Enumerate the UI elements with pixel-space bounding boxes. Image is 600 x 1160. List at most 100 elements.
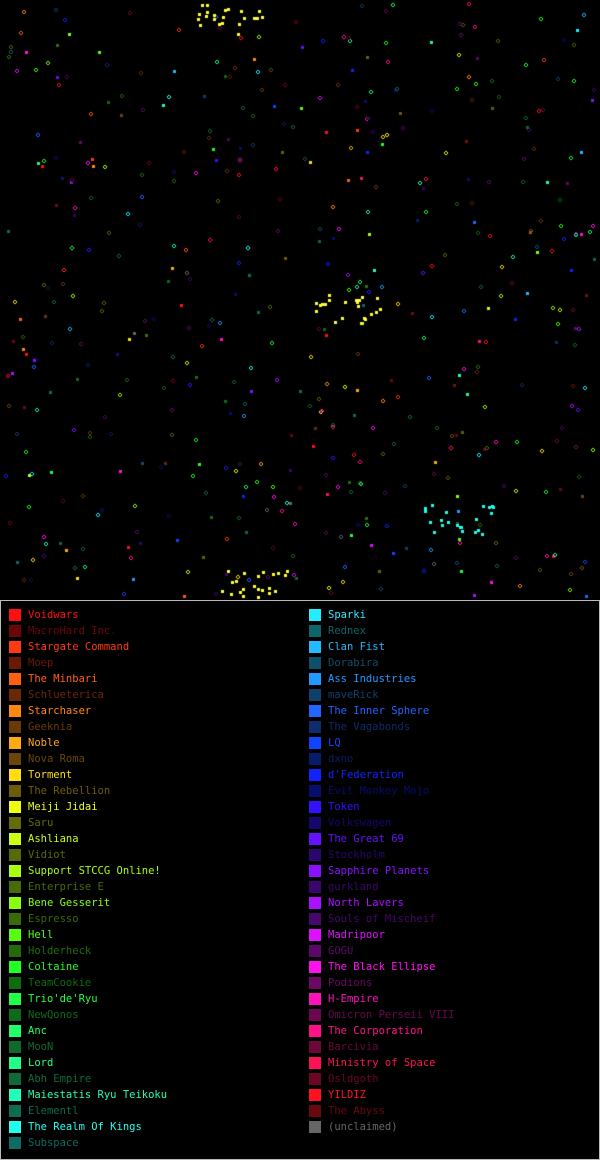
faction-name: Stockholm xyxy=(328,849,385,861)
faction-color-swatch xyxy=(309,881,321,893)
legend-column-right: Sparki Rednex Clan Fist Dorabira Ass Industr… xyxy=(309,607,454,1135)
legend-item: Bene Gesserit xyxy=(9,895,167,911)
faction-name: Schlueterica xyxy=(28,689,104,701)
star-systems-canvas[interactable] xyxy=(0,0,600,600)
legend-item: The Vagabonds xyxy=(309,719,454,735)
faction-name: Support STCCG Online! xyxy=(28,865,161,877)
faction-name: Trio'de'Ryu xyxy=(28,993,98,1005)
legend-item: Enterprise E xyxy=(9,879,167,895)
faction-color-swatch xyxy=(309,785,321,797)
faction-color-swatch xyxy=(309,1009,321,1021)
faction-name: Rednex xyxy=(328,625,366,637)
galaxy-map[interactable] xyxy=(0,0,600,600)
legend-item: Subspace xyxy=(9,1135,167,1151)
faction-name: GOGU xyxy=(328,945,354,957)
legend-item: Maiestatis Ryu Teikoku xyxy=(9,1087,167,1103)
faction-name: The Great 69 xyxy=(328,833,404,845)
legend-item: Stargate Command xyxy=(9,639,167,655)
faction-name: Meiji Jidai xyxy=(28,801,98,813)
faction-color-swatch xyxy=(9,769,21,781)
faction-color-swatch xyxy=(309,849,321,861)
faction-color-swatch xyxy=(309,913,321,925)
faction-color-swatch xyxy=(309,833,321,845)
faction-name: Evil Monkey Mojo xyxy=(328,785,430,797)
faction-name: Torment xyxy=(28,769,73,781)
faction-name: Vidiot xyxy=(28,849,66,861)
legend-item: Schlueterica xyxy=(9,687,167,703)
legend-item: The Abyss xyxy=(309,1103,454,1119)
faction-name: Dorabira xyxy=(328,657,379,669)
legend-item: Ministry of Space xyxy=(309,1055,454,1071)
faction-color-swatch xyxy=(309,609,321,621)
faction-color-swatch xyxy=(309,721,321,733)
legend-item: TeamCookie xyxy=(9,975,167,991)
faction-name: Subspace xyxy=(28,1137,79,1149)
legend-item: MacroHard Inc. xyxy=(9,623,167,639)
faction-name: MooN xyxy=(28,1041,54,1053)
faction-name: MacroHard Inc. xyxy=(28,625,117,637)
faction-color-swatch xyxy=(309,753,321,765)
faction-name: Abh Empire xyxy=(28,1073,92,1085)
faction-color-swatch xyxy=(9,721,21,733)
legend-item: Ashliana xyxy=(9,831,167,847)
legend-item: The Inner Sphere xyxy=(309,703,454,719)
faction-name: Stargate Command xyxy=(28,641,130,653)
faction-color-swatch xyxy=(9,865,21,877)
faction-name: The Realm Of Kings xyxy=(28,1121,142,1133)
faction-color-swatch xyxy=(9,641,21,653)
faction-name: The Rebellion xyxy=(28,785,111,797)
faction-name: Sapphire Planets xyxy=(328,865,430,877)
faction-color-swatch xyxy=(9,1041,21,1053)
faction-color-swatch xyxy=(9,1121,21,1133)
legend-item: Nova Roma xyxy=(9,751,167,767)
faction-name: The Inner Sphere xyxy=(328,705,430,717)
faction-name: Lord xyxy=(28,1057,54,1069)
legend-item: Token xyxy=(309,799,454,815)
faction-color-swatch xyxy=(9,881,21,893)
faction-color-swatch xyxy=(9,753,21,765)
legend-item: Anc xyxy=(9,1023,167,1039)
faction-name: gurkland xyxy=(328,881,379,893)
faction-color-swatch xyxy=(9,1057,21,1069)
faction-color-swatch xyxy=(309,1041,321,1053)
legend-item: Hell xyxy=(9,927,167,943)
faction-name: Moep xyxy=(28,657,54,669)
legend-item: Madripoor xyxy=(309,927,454,943)
legend-item: gurkland xyxy=(309,879,454,895)
faction-color-swatch xyxy=(309,657,321,669)
faction-name: Noble xyxy=(28,737,60,749)
faction-color-swatch xyxy=(309,801,321,813)
faction-name: d'Federation xyxy=(328,769,404,781)
faction-color-swatch xyxy=(9,673,21,685)
legend-item: The Corporation xyxy=(309,1023,454,1039)
legend-item: Stockholm xyxy=(309,847,454,863)
faction-name: Coltaine xyxy=(28,961,79,973)
faction-name: Anc xyxy=(28,1025,47,1037)
faction-color-swatch xyxy=(9,609,21,621)
faction-name: Token xyxy=(328,801,360,813)
faction-color-swatch xyxy=(309,1073,321,1085)
faction-color-swatch xyxy=(9,785,21,797)
faction-color-swatch xyxy=(9,833,21,845)
faction-color-swatch xyxy=(9,625,21,637)
faction-name: Elementl xyxy=(28,1105,79,1117)
faction-color-swatch xyxy=(309,769,321,781)
legend-item: Noble xyxy=(9,735,167,751)
legend-item: Saru xyxy=(9,815,167,831)
legend-item: Sparki xyxy=(309,607,454,623)
faction-name: (unclaimed) xyxy=(328,1121,398,1133)
faction-name: Souls of Mischeif xyxy=(328,913,436,925)
legend-item: Rednex xyxy=(309,623,454,639)
faction-color-swatch xyxy=(9,961,21,973)
faction-name: Omicron Perseii VIII xyxy=(328,1009,455,1021)
faction-name: Bene Gesserit xyxy=(28,897,111,909)
faction-color-swatch xyxy=(9,977,21,989)
faction-color-swatch xyxy=(9,897,21,909)
legend-item: NewQonos xyxy=(9,1007,167,1023)
faction-color-swatch xyxy=(9,1137,21,1149)
legend-item: The Minbari xyxy=(9,671,167,687)
legend-item: Abh Empire xyxy=(9,1071,167,1087)
legend-item: Vidiot xyxy=(9,847,167,863)
legend-item: d'Federation xyxy=(309,767,454,783)
faction-name: maveRick xyxy=(328,689,379,701)
